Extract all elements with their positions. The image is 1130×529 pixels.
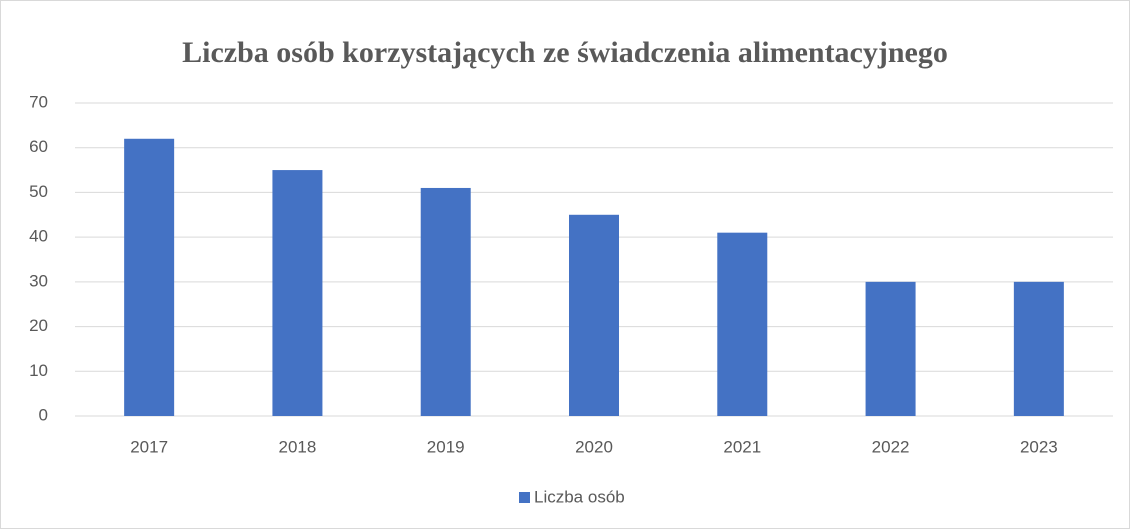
x-tick-label: 2019 [427,437,465,456]
y-tick-label: 20 [29,316,48,335]
x-tick-label: 2020 [575,437,613,456]
bar [717,232,768,416]
bar [569,214,619,416]
bar [420,187,471,416]
y-tick-label: 60 [29,137,48,156]
y-tick-label: 40 [29,227,48,246]
x-tick-label: 2022 [872,437,910,456]
y-tick-label: 70 [29,92,48,111]
y-tick-label: 10 [29,361,48,380]
legend-label: Liczba osób [534,487,625,506]
bar [865,281,916,416]
bar [272,170,323,416]
y-tick-label: 30 [29,271,48,290]
legend-swatch [519,492,530,503]
x-tick-label: 2021 [723,437,761,456]
chart-title: Liczba osób korzystających ze świadczeni… [182,36,948,69]
x-tick-label: 2018 [279,437,317,456]
y-tick-label: 0 [39,405,48,424]
x-tick-label: 2023 [1020,437,1058,456]
bar [1013,281,1064,416]
y-tick-label: 50 [29,182,48,201]
bar [124,138,175,416]
x-tick-label: 2017 [130,437,168,456]
